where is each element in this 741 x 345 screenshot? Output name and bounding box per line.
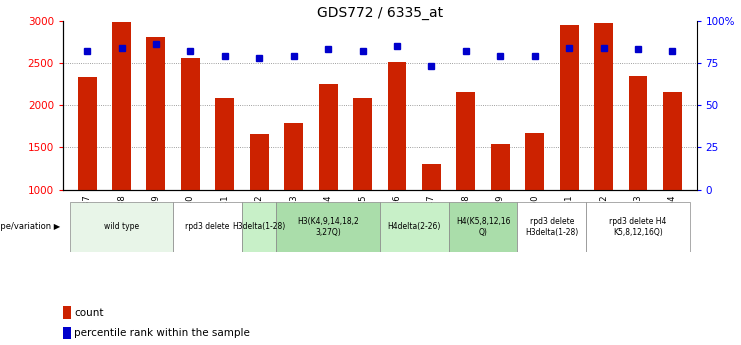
Bar (147, 37, 165, 190)
Text: H4delta(2-26): H4delta(2-26) (388, 222, 441, 231)
Title: GDS772 / 6335_at: GDS772 / 6335_at (316, 6, 443, 20)
Bar (491, 144, 510, 190)
Bar (63, 327, 71, 339)
Text: rpd3 delete H4
K5,8,12,16Q): rpd3 delete H4 K5,8,12,16Q) (609, 217, 667, 237)
Bar (173, 202, 242, 252)
Bar (594, 23, 613, 190)
Bar (78, 77, 96, 190)
Bar (319, 84, 338, 190)
Bar (216, 98, 234, 190)
Bar (250, 134, 269, 190)
Bar (181, 58, 200, 190)
Bar (388, 62, 407, 190)
Bar (63, 306, 71, 319)
Text: rpd3 delete: rpd3 delete (185, 222, 230, 231)
Bar (586, 202, 690, 252)
Bar (422, 165, 441, 190)
Bar (353, 98, 372, 190)
Bar (517, 202, 586, 252)
Text: rpd3 delete
H3delta(1-28): rpd3 delete H3delta(1-28) (525, 217, 579, 237)
Bar (559, 25, 579, 190)
Bar (525, 133, 544, 190)
Bar (380, 202, 448, 252)
Bar (628, 76, 648, 190)
Text: H4(K5,8,12,16
Q): H4(K5,8,12,16 Q) (456, 217, 511, 237)
Bar (70, 202, 173, 252)
Text: percentile rank within the sample: percentile rank within the sample (74, 328, 250, 338)
Text: count: count (74, 308, 104, 317)
Bar (663, 92, 682, 190)
Text: H3delta(1-28): H3delta(1-28) (233, 222, 286, 231)
Bar (276, 202, 379, 252)
Bar (448, 202, 517, 252)
Text: H3(K4,9,14,18,2
3,27Q): H3(K4,9,14,18,2 3,27Q) (297, 217, 359, 237)
Bar (242, 202, 276, 252)
Text: wild type: wild type (104, 222, 139, 231)
Bar (456, 92, 475, 190)
Bar (285, 123, 303, 190)
Text: genotype/variation ▶: genotype/variation ▶ (0, 222, 60, 231)
Bar (112, 22, 131, 190)
